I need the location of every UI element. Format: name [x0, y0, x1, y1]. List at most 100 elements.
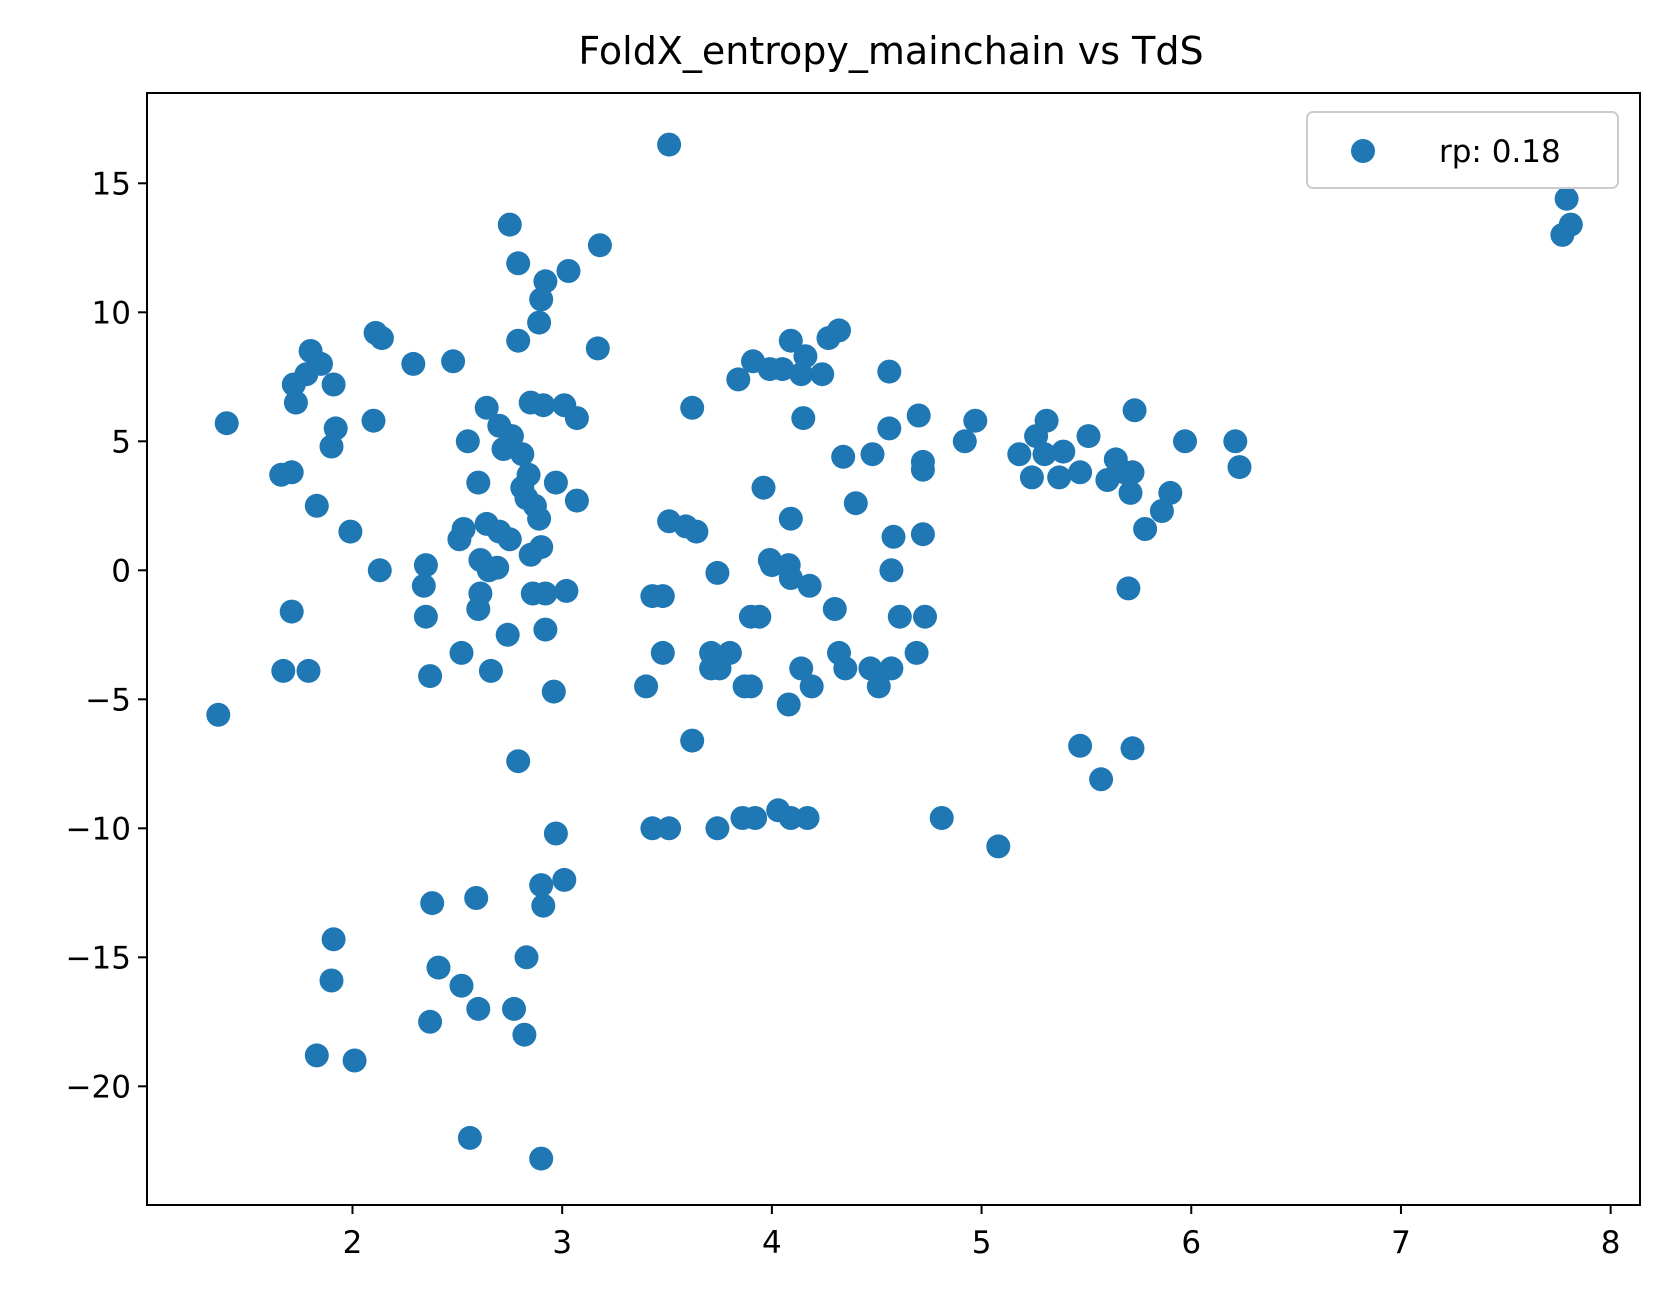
data-point — [684, 519, 709, 544]
data-point — [564, 406, 589, 431]
data-point — [502, 996, 526, 1021]
data-point — [206, 702, 231, 727]
data-point — [552, 867, 577, 892]
data-point — [833, 656, 858, 681]
data-point — [319, 434, 344, 459]
data-point — [1116, 576, 1141, 601]
data-point — [413, 604, 438, 629]
data-point — [426, 955, 451, 980]
data-point — [512, 1022, 537, 1047]
data-point — [717, 640, 742, 665]
x-tick-label: 4 — [762, 1225, 782, 1261]
data-point — [858, 656, 883, 681]
data-point — [634, 674, 659, 699]
data-point — [495, 622, 520, 647]
data-point — [910, 522, 935, 547]
data-point — [789, 656, 814, 681]
data-point — [770, 357, 795, 382]
data-point — [466, 597, 491, 621]
data-point — [1076, 424, 1101, 449]
y-tick-label: 0 — [111, 553, 131, 589]
data-point — [304, 1043, 329, 1068]
data-point — [797, 573, 822, 598]
legend-marker — [1351, 139, 1375, 163]
data-point — [527, 310, 552, 335]
data-point — [585, 336, 610, 361]
data-point — [529, 1146, 554, 1171]
data-point — [657, 132, 682, 157]
data-point — [877, 416, 902, 441]
data-point — [759, 553, 784, 578]
data-point — [680, 395, 705, 420]
data-point — [831, 444, 856, 469]
data-point — [411, 573, 436, 598]
data-point — [497, 527, 522, 552]
data-point — [657, 816, 682, 841]
data-point — [420, 891, 445, 916]
plot-area-frame — [146, 92, 1641, 1206]
data-point — [296, 658, 321, 683]
legend: rp: 0.18 — [1306, 111, 1619, 189]
y-tick-label: 5 — [111, 424, 131, 460]
data-point — [506, 328, 531, 353]
x-tick-label: 5 — [972, 1225, 992, 1261]
data-point — [529, 287, 554, 312]
data-point — [279, 599, 304, 624]
data-point — [963, 408, 988, 433]
data-point — [778, 566, 803, 590]
data-point — [321, 927, 346, 952]
x-tick-label: 3 — [552, 1225, 572, 1261]
data-point — [738, 674, 763, 699]
data-point — [506, 251, 531, 276]
data-point — [822, 597, 847, 621]
data-point — [952, 429, 977, 454]
data-point — [680, 728, 705, 753]
legend-label: rp: 0.18 — [1439, 134, 1561, 170]
data-point — [556, 259, 581, 283]
data-point — [418, 1009, 443, 1034]
data-point — [474, 395, 499, 420]
data-point — [497, 212, 522, 237]
data-point — [747, 604, 772, 629]
data-point — [705, 816, 730, 841]
data-point — [541, 679, 566, 704]
data-point — [1120, 460, 1145, 485]
data-point — [881, 524, 906, 549]
data-point — [913, 604, 937, 629]
data-point — [726, 367, 751, 392]
y-tick-label: −15 — [66, 940, 131, 976]
data-point — [401, 351, 426, 376]
data-point — [1550, 222, 1575, 247]
data-point — [1554, 186, 1579, 211]
data-point — [441, 349, 466, 374]
data-point — [929, 806, 954, 830]
data-point — [457, 1125, 482, 1150]
data-point — [485, 555, 510, 580]
legend-box — [1306, 111, 1619, 189]
data-point — [533, 617, 558, 642]
data-point — [789, 362, 814, 387]
chart-title: FoldX_entropy_mainchain vs TdS — [578, 29, 1203, 73]
x-tick-label: 8 — [1601, 1225, 1621, 1261]
data-point — [529, 873, 554, 898]
data-point — [564, 488, 589, 513]
data-point — [466, 470, 491, 495]
data-point — [1089, 767, 1114, 792]
data-point — [1068, 460, 1093, 485]
data-point — [527, 506, 552, 531]
data-point — [554, 578, 579, 603]
data-points — [206, 132, 1583, 1171]
data-point — [793, 344, 818, 369]
data-point — [1120, 736, 1145, 761]
data-point — [650, 640, 675, 665]
data-point — [449, 640, 474, 665]
data-point — [827, 318, 851, 343]
data-point — [776, 692, 801, 717]
y-tick-label: 10 — [92, 295, 131, 331]
data-point — [342, 1048, 367, 1073]
data-point — [778, 506, 803, 531]
data-point — [506, 749, 531, 774]
data-point — [319, 968, 344, 993]
data-point — [543, 470, 568, 495]
